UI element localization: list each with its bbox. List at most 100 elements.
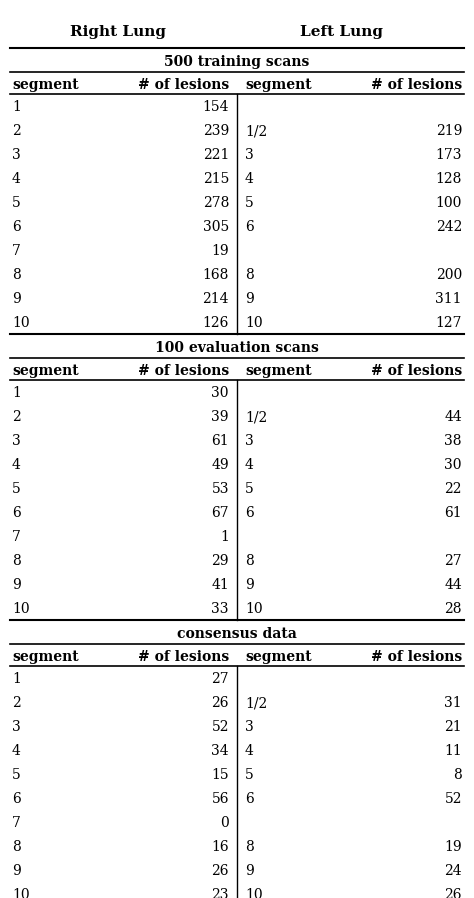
Text: 5: 5 [245,768,254,782]
Text: 154: 154 [202,101,229,114]
Text: 214: 214 [202,292,229,306]
Text: 8: 8 [12,841,21,854]
Text: 239: 239 [203,124,229,138]
Text: 67: 67 [211,506,229,520]
Text: 2: 2 [12,410,21,424]
Text: 3: 3 [12,435,21,448]
Text: 6: 6 [12,792,21,806]
Text: # of lesions: # of lesions [138,78,229,92]
Text: 5: 5 [245,482,254,497]
Text: 27: 27 [444,554,462,568]
Text: 1/2: 1/2 [245,124,267,138]
Text: # of lesions: # of lesions [138,650,229,665]
Text: # of lesions: # of lesions [371,365,462,378]
Text: 4: 4 [12,744,21,758]
Text: segment: segment [12,78,79,92]
Text: Left Lung: Left Lung [300,25,383,39]
Text: 1/2: 1/2 [245,696,267,710]
Text: 173: 173 [436,148,462,163]
Text: 8: 8 [453,768,462,782]
Text: segment: segment [245,365,311,378]
Text: 4: 4 [245,744,254,758]
Text: 41: 41 [211,578,229,592]
Text: 10: 10 [12,888,29,898]
Text: # of lesions: # of lesions [371,650,462,665]
Text: 9: 9 [12,292,21,306]
Text: 3: 3 [245,148,254,163]
Text: 242: 242 [436,220,462,234]
Text: 0: 0 [220,816,229,830]
Text: 15: 15 [211,768,229,782]
Text: 100: 100 [436,196,462,210]
Text: 6: 6 [12,220,21,234]
Text: 305: 305 [203,220,229,234]
Text: # of lesions: # of lesions [371,78,462,92]
Text: 10: 10 [12,316,29,330]
Text: 8: 8 [12,269,21,282]
Text: 44: 44 [444,578,462,592]
Text: 9: 9 [245,864,254,878]
Text: 3: 3 [245,435,254,448]
Text: 10: 10 [245,888,263,898]
Text: 3: 3 [12,720,21,735]
Text: 200: 200 [436,269,462,282]
Text: 5: 5 [12,768,21,782]
Text: 1: 1 [220,530,229,544]
Text: 23: 23 [211,888,229,898]
Text: 8: 8 [245,554,254,568]
Text: 8: 8 [12,554,21,568]
Text: 219: 219 [436,124,462,138]
Text: 9: 9 [12,864,21,878]
Text: 215: 215 [202,172,229,186]
Text: 500 training scans: 500 training scans [164,56,310,69]
Text: 311: 311 [436,292,462,306]
Text: 6: 6 [12,506,21,520]
Text: 128: 128 [436,172,462,186]
Text: 168: 168 [202,269,229,282]
Text: 29: 29 [211,554,229,568]
Text: 3: 3 [245,720,254,735]
Text: 6: 6 [245,220,254,234]
Text: 8: 8 [245,269,254,282]
Text: 4: 4 [245,172,254,186]
Text: 11: 11 [444,744,462,758]
Text: 5: 5 [245,196,254,210]
Text: 26: 26 [211,696,229,710]
Text: 1: 1 [12,386,21,401]
Text: 4: 4 [12,458,21,472]
Text: 1/2: 1/2 [245,410,267,424]
Text: 52: 52 [211,720,229,735]
Text: 10: 10 [12,603,29,616]
Text: 61: 61 [444,506,462,520]
Text: 30: 30 [211,386,229,401]
Text: 26: 26 [211,864,229,878]
Text: 19: 19 [444,841,462,854]
Text: 9: 9 [245,292,254,306]
Text: 6: 6 [245,792,254,806]
Text: # of lesions: # of lesions [138,365,229,378]
Text: 7: 7 [12,816,21,830]
Text: 100 evaluation scans: 100 evaluation scans [155,341,319,356]
Text: 7: 7 [12,530,21,544]
Text: 126: 126 [202,316,229,330]
Text: 5: 5 [12,196,21,210]
Text: 27: 27 [211,673,229,686]
Text: 3: 3 [12,148,21,163]
Text: 52: 52 [445,792,462,806]
Text: 8: 8 [245,841,254,854]
Text: 1: 1 [12,673,21,686]
Text: 33: 33 [211,603,229,616]
Text: 9: 9 [12,578,21,592]
Text: 34: 34 [211,744,229,758]
Text: 26: 26 [445,888,462,898]
Text: 38: 38 [445,435,462,448]
Text: 30: 30 [445,458,462,472]
Text: 19: 19 [211,244,229,259]
Text: 9: 9 [245,578,254,592]
Text: 6: 6 [245,506,254,520]
Text: 1: 1 [12,101,21,114]
Text: segment: segment [12,365,79,378]
Text: 4: 4 [12,172,21,186]
Text: 44: 44 [444,410,462,424]
Text: 39: 39 [211,410,229,424]
